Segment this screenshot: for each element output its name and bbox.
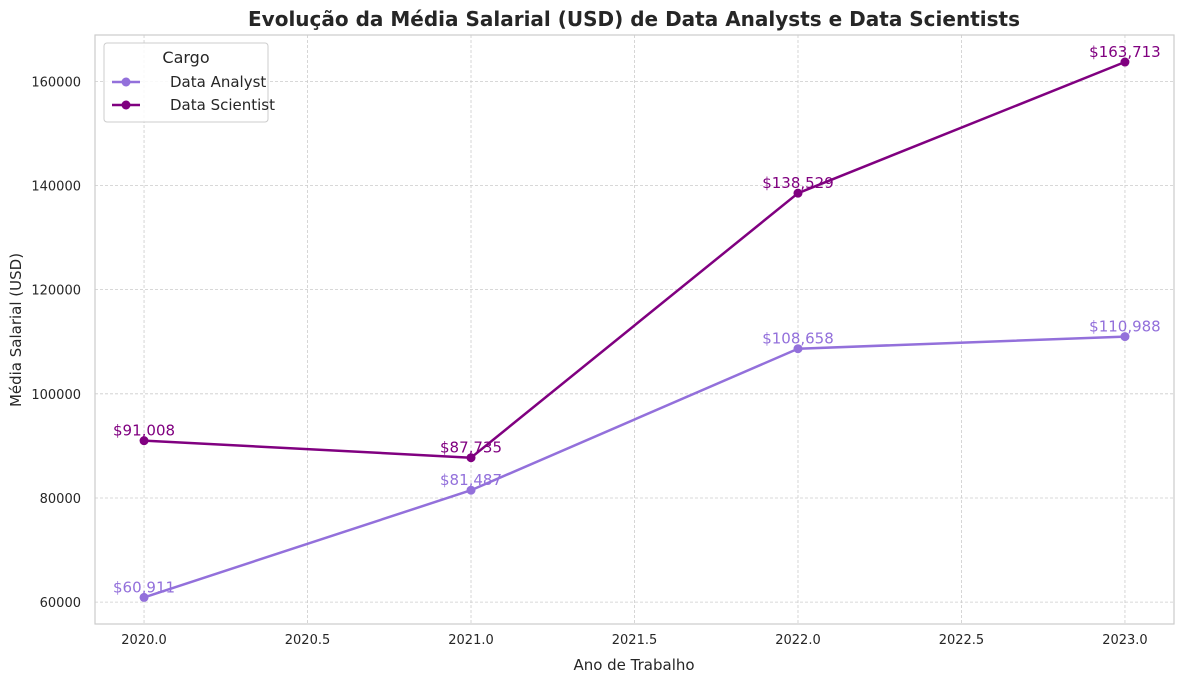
legend: Cargo Data Analyst Data Scientist <box>103 42 275 123</box>
grid <box>95 35 1174 624</box>
x-tick-label: 2020.0 <box>121 633 167 648</box>
data-point <box>466 453 476 463</box>
data-point <box>139 592 149 602</box>
y-tick-label: 120000 <box>31 284 81 299</box>
legend-box <box>103 42 269 123</box>
legend-label: Data Scientist <box>170 96 275 114</box>
series-data-scientist: $91,008 $87,735 $138,529 $163,713 <box>113 43 1161 463</box>
data-label: $81,487 <box>440 471 502 489</box>
legend-item: Data Analyst <box>112 73 266 91</box>
data-label: $138,529 <box>762 174 834 192</box>
x-tick-label: 2020.5 <box>285 633 331 648</box>
series: $60,911 $81,487 $108,658 $110,988 $91,008 $87… <box>113 43 1161 602</box>
data-point <box>139 436 149 446</box>
legend-label: Data Analyst <box>170 73 266 91</box>
x-tick-label: 2021.0 <box>448 633 494 648</box>
data-point <box>1120 332 1130 342</box>
x-tick-label: 2022.5 <box>939 633 985 648</box>
legend-title: Cargo <box>162 48 209 67</box>
data-point <box>793 188 803 198</box>
data-label: $91,008 <box>113 422 175 440</box>
data-label: $87,735 <box>440 439 502 457</box>
series-data-analyst: $60,911 $81,487 $108,658 $110,988 <box>113 318 1161 602</box>
y-axis-label: Média Salarial (USD) <box>7 253 25 407</box>
data-label: $108,658 <box>762 330 834 348</box>
y-axis-ticks: 60000 80000 100000 120000 140000 160000 <box>31 75 81 611</box>
x-tick-label: 2022.0 <box>775 633 821 648</box>
legend-item: Data Scientist <box>112 96 275 114</box>
plot-frame <box>94 34 1175 625</box>
legend-swatch-marker <box>121 100 131 110</box>
series-line-data-analyst <box>143 335 1126 599</box>
data-label: $163,713 <box>1089 43 1161 61</box>
x-tick-label: 2023.0 <box>1102 633 1148 648</box>
series-line-data-scientist <box>143 60 1126 459</box>
y-tick-label: 80000 <box>40 492 81 507</box>
x-axis-ticks: 2020.0 2020.5 2021.0 2021.5 2022.0 2022.5 2023… <box>121 633 1147 648</box>
data-label: $60,911 <box>113 578 175 596</box>
y-tick-label: 60000 <box>40 596 81 611</box>
data-label: $110,988 <box>1089 318 1161 336</box>
data-point <box>793 344 803 354</box>
y-tick-label: 140000 <box>31 180 81 195</box>
y-tick-label: 160000 <box>31 75 81 90</box>
data-point <box>1120 57 1130 67</box>
x-axis-label: Ano de Trabalho <box>573 656 694 674</box>
data-point <box>466 485 476 495</box>
legend-items: Data Analyst Data Scientist <box>112 73 275 114</box>
y-tick-label: 100000 <box>31 388 81 403</box>
x-tick-label: 2021.5 <box>612 633 658 648</box>
legend-swatch-marker <box>121 77 131 87</box>
chart-title: Evolução da Média Salarial (USD) de Data… <box>248 7 1020 31</box>
